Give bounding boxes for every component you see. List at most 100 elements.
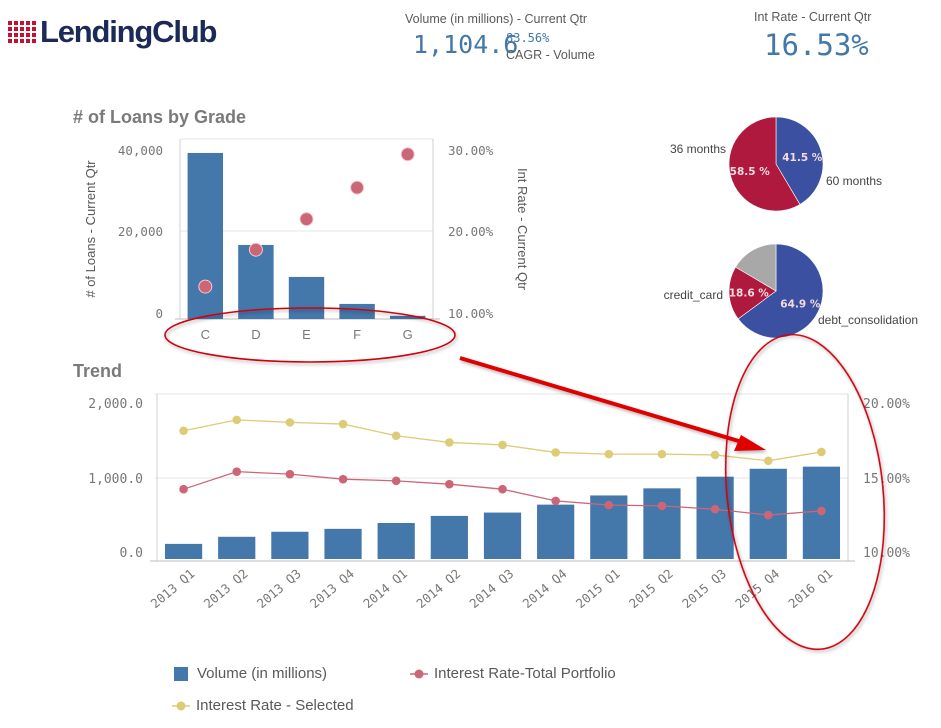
legend-line-dot-icon	[172, 701, 190, 710]
trend-selected-point	[551, 448, 560, 457]
grade-ylabel: # of Loans - Current Qtr	[83, 160, 98, 298]
trend-total-portfolio-point	[604, 500, 614, 510]
pie-slice-label: credit_card	[664, 288, 723, 302]
pie-slice-label: 60 months	[826, 174, 882, 188]
trend-xtick: 2014 Q4	[520, 566, 570, 611]
trend-xtick: 2014 Q2	[413, 566, 463, 611]
kpi-volume-label: Volume (in millions) - Current Qtr	[405, 12, 587, 26]
trend-ytick: 0.0	[120, 546, 143, 561]
legend-item-volume[interactable]: Volume (in millions)	[174, 665, 327, 682]
trend-selected-point	[445, 438, 454, 447]
trend-selected-point	[285, 418, 295, 427]
trend-selected-point	[657, 449, 667, 459]
trend-volume-bar	[324, 528, 362, 559]
grade-ytick: 0	[155, 306, 163, 321]
legend-item-selected[interactable]: Interest Rate - Selected	[172, 697, 354, 714]
trend-ytick: 1,000.0	[88, 472, 143, 487]
legend-label: Volume (in millions)	[197, 665, 328, 682]
trend-selected-point	[817, 447, 826, 457]
grade-bar	[187, 152, 224, 319]
trend-selected-point	[604, 449, 614, 459]
trend-selected-point	[710, 450, 720, 460]
grade-rate-dot	[198, 279, 213, 294]
grade-xtick: G	[403, 327, 413, 342]
trend-xtick: 2013 Q2	[201, 566, 251, 611]
trend-volume-bar	[271, 531, 309, 559]
trend-xtick: 2016 Q1	[785, 566, 835, 611]
kpi-rate-value: 16.53%	[764, 28, 869, 62]
trend-selected-point	[763, 456, 773, 466]
grade-rate-dot	[400, 147, 415, 162]
trend-selected-point	[338, 419, 348, 429]
lendingclub-logo: LendingClub	[8, 14, 217, 50]
annotation-layer	[164, 307, 886, 651]
grade-rate-dot	[299, 212, 314, 227]
trend-xtick: 2015 Q3	[679, 566, 729, 611]
trend-total-portfolio-point	[817, 506, 826, 516]
legend-label: Interest Rate-Total Portfolio	[434, 665, 616, 682]
trend-xtick: 2013 Q3	[254, 566, 304, 611]
trend-ytick: 2,000.0	[88, 397, 143, 412]
trend-xtick: 2013 Q4	[307, 566, 357, 611]
trend-total-portfolio-point	[710, 504, 720, 514]
trend-chart-title: Trend	[73, 361, 123, 381]
trend-xtick: 2015 Q2	[626, 566, 676, 611]
trend-total-portfolio-point	[498, 484, 507, 494]
trend-y2tick: 10.00%	[863, 546, 910, 561]
grade-bar	[238, 244, 274, 319]
trend-total-portfolio-point	[763, 510, 773, 520]
kpi-cagr-value: 83.56%	[506, 31, 550, 45]
grade-y2tick: 10.00%	[448, 306, 494, 321]
trend-volume-bar	[430, 515, 468, 559]
trend-volume-bar	[218, 536, 256, 559]
legend-square-icon	[174, 666, 188, 681]
grade-y2label: Int Rate - Current Qtr	[515, 168, 530, 291]
pie-slice	[728, 266, 777, 320]
grade-xtick: D	[251, 327, 260, 342]
trend-total-portfolio-point	[285, 469, 295, 479]
trend-volume-bar	[643, 488, 681, 559]
grade-xtick: E	[302, 327, 311, 342]
trend-selected-point	[179, 426, 188, 436]
trend-chart: 2,000.0 1,000.0 0.0 20.00% 15.00% 10.00%…	[88, 393, 910, 611]
trend-volume-bar	[537, 504, 575, 559]
trend-total-portfolio-point	[338, 474, 348, 484]
grade-xtick: F	[353, 327, 361, 342]
pie-slice-value: 58.5 %	[730, 166, 771, 178]
trend-total-portfolio-point	[657, 501, 667, 511]
kpi-cagr-label: CAGR - Volume	[506, 48, 595, 62]
pie-slice-value: 64.9 %	[780, 298, 821, 310]
trend-selected-point	[391, 431, 401, 441]
grade-bar	[288, 276, 325, 319]
grade-bar	[389, 315, 426, 319]
pie-slice-value: 18.6 %	[729, 287, 770, 299]
pie-slice	[728, 116, 801, 212]
trend-xtick: 2014 Q1	[360, 566, 410, 611]
pie-slice	[735, 243, 777, 292]
term-pie-chart: 41.5 % 36 months 58.5 % 60 months	[670, 116, 882, 212]
annotation-arrow-head-icon	[734, 435, 766, 451]
pie-slice-label: 36 months	[670, 142, 726, 156]
trend-volume-bar	[696, 476, 734, 559]
kpi-volume-value: 1,104.6	[413, 30, 519, 59]
trend-y2tick: 20.00%	[863, 397, 910, 412]
grade-chart-title: # of Loans by Grade	[73, 107, 247, 127]
trend-total-portfolio-point	[391, 476, 401, 486]
trend-total-portfolio-point	[232, 467, 242, 476]
purpose-pie-chart: 64.9 % debt_consolidation 18.6 % credit_car…	[664, 243, 918, 339]
grade-y2tick: 30.00%	[448, 143, 494, 158]
trend-xtick: 2013 Q1	[148, 566, 198, 611]
trend-y2tick: 15.00%	[863, 472, 910, 487]
annotation-ellipse-grades	[164, 307, 456, 363]
trend-xtick: 2014 Q3	[466, 566, 516, 611]
grade-chart: 40,000 20,000 0 30.00% 20.00% 10.00% # o…	[83, 138, 530, 342]
legend-line-dot-icon	[410, 669, 428, 678]
grade-ytick: 20,000	[118, 224, 163, 239]
grade-xtick: C	[201, 327, 210, 342]
grade-bar	[339, 303, 375, 319]
grade-rate-dot	[248, 242, 263, 257]
trend-volume-bar	[164, 543, 203, 559]
trend-xtick: 2015 Q1	[573, 566, 623, 611]
legend-item-total-portfolio[interactable]: Interest Rate-Total Portfolio	[410, 665, 616, 682]
